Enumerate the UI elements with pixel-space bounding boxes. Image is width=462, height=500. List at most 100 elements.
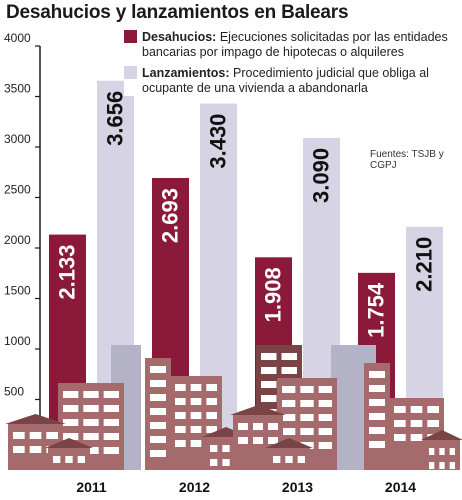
legend-desc-desahucios-1: Ejecuciones solicitadas por las entidade…: [219, 30, 448, 44]
building-5-window: [300, 400, 314, 407]
house-1-window: [29, 446, 42, 453]
building-1-window: [103, 447, 119, 454]
building-3-window: [175, 412, 186, 419]
x-tick-label-2012: 2012: [179, 479, 210, 495]
building-3-window: [206, 384, 217, 391]
house-1-window: [46, 432, 58, 439]
house-3-window: [210, 459, 218, 466]
y-tick-label-1500: 1500: [4, 284, 31, 298]
building-7-window: [410, 434, 423, 441]
x-tick-label-2014: 2014: [385, 479, 416, 495]
building-1-window: [103, 405, 119, 412]
building-1-window: [83, 447, 99, 454]
building-2-window: [150, 366, 166, 373]
y-axis: 500 1000 1500 2000 2500 3000 3500 4000: [4, 31, 41, 470]
house-4-window: [253, 437, 263, 444]
legend-swatch-desahucios: [124, 30, 137, 43]
building-7-window: [394, 406, 406, 413]
house-4-window: [253, 423, 263, 430]
building-5-window: [282, 414, 296, 421]
building-5-window: [300, 386, 314, 393]
building-2-window: [150, 408, 166, 415]
building-4-window: [261, 367, 277, 374]
building-3-window: [175, 384, 186, 391]
house-5-window: [285, 456, 293, 463]
legend-desc-lanzamientos-1: Procedimiento judicial que obliga al: [233, 66, 429, 80]
house-6-window: [439, 448, 445, 455]
house-2-roof: [45, 438, 93, 448]
building-4-window: [281, 367, 297, 374]
building-2-window: [150, 450, 166, 457]
building-7-window: [427, 420, 439, 427]
bar-label-desahucios-2011: 2.133: [55, 245, 80, 300]
house-1-roof: [5, 414, 66, 424]
bar-label-lanzamientos-2011: 3.656: [103, 91, 128, 146]
building-2-window: [150, 394, 166, 401]
building-3-window: [190, 412, 202, 419]
building-6-window: [369, 427, 385, 434]
building-5-window: [318, 442, 332, 449]
building-1-window: [63, 405, 79, 412]
building-1-window: [83, 433, 99, 440]
chart-title: Desahucios y lanzamientos en Balears: [6, 2, 349, 23]
building-2-window: [150, 422, 166, 429]
house-6-window: [439, 462, 445, 469]
house-4-window: [268, 423, 278, 430]
building-6-window: [369, 371, 385, 378]
building-1-window: [83, 419, 99, 426]
building-4-window: [281, 353, 297, 360]
house-6-window: [449, 462, 455, 469]
building-1-window: [83, 391, 99, 398]
bar-label-lanzamientos-2013: 3.090: [309, 148, 334, 203]
building-1-window: [83, 405, 99, 412]
building-4-window: [261, 381, 277, 388]
house-5-roof: [265, 438, 313, 448]
house-1-window: [13, 446, 25, 453]
house-3-window: [222, 459, 230, 466]
building-3-window: [190, 398, 202, 405]
house-6-window: [429, 448, 435, 455]
building-2-window: [150, 436, 166, 443]
legend-name-desahucios: Desahucios:: [142, 30, 217, 44]
building-3-window: [206, 398, 217, 405]
house-6-window: [449, 448, 455, 455]
bar-label-desahucios-2013: 1.908: [261, 267, 286, 322]
legend-swatch-lanzamientos: [124, 66, 137, 79]
house-4-roof: [230, 405, 286, 415]
building-3-window: [175, 426, 186, 433]
legend-desc-lanzamientos-2: ocupante de una vivienda a abandonarla: [142, 81, 368, 95]
building-1-window: [103, 433, 119, 440]
house-4-window: [268, 437, 278, 444]
house-6-roof: [421, 430, 462, 440]
y-tick-label-1000: 1000: [4, 334, 31, 348]
building-1-window: [103, 391, 119, 398]
building-5-window: [282, 400, 296, 407]
building-7-window: [427, 406, 439, 413]
building-5-window: [318, 400, 332, 407]
y-tick-label-500: 500: [4, 385, 24, 399]
building-3-window: [206, 412, 217, 419]
building-7-window: [410, 420, 423, 427]
building-5-window: [318, 386, 332, 393]
source-note: Fuentes: TSJB y CGPJ: [370, 149, 444, 171]
house-5-window: [297, 456, 305, 463]
building-5-window: [282, 386, 296, 393]
building-5-window: [300, 414, 314, 421]
building-5-window: [318, 414, 332, 421]
house-5-window: [273, 456, 281, 463]
building-4-window: [261, 353, 277, 360]
house-2-window: [65, 456, 73, 463]
house-3-window: [222, 445, 230, 452]
building-3-window: [190, 440, 202, 447]
building-6-window: [369, 385, 385, 392]
y-tick-label-2500: 2500: [4, 183, 31, 197]
y-tick-label-2000: 2000: [4, 233, 31, 247]
buildings-illustration: [0, 345, 462, 500]
legend-entry-lanzamientos: Lanzamientos: Procedimiento judicial que…: [124, 66, 454, 96]
legend-entry-desahucios: Desahucios: Ejecuciones solicitadas por …: [124, 30, 454, 60]
house-4-window: [238, 437, 248, 444]
house-1-window: [29, 432, 42, 439]
house-3-window: [210, 445, 218, 452]
